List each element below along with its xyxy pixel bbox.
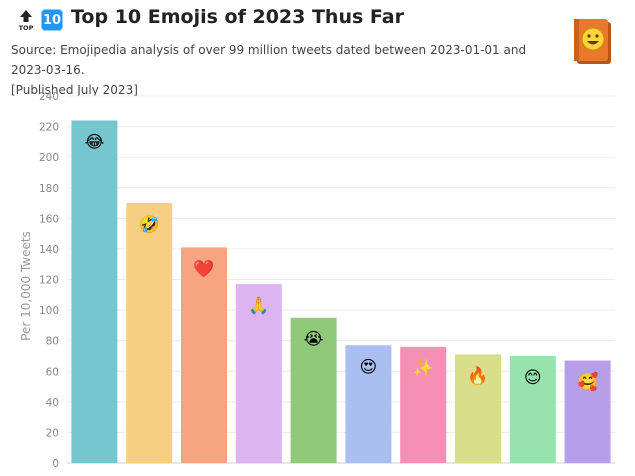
- bar-emoji-label: 🔥: [467, 365, 488, 386]
- y-tick-label: 240: [39, 91, 59, 103]
- bar: [509, 355, 556, 463]
- chart-header: TOP 10 Top 10 Emojis of 2023 Thus Far So…: [0, 0, 635, 97]
- svg-text:TOP: TOP: [19, 24, 34, 31]
- bars: [71, 120, 611, 463]
- y-tick-label: 20: [46, 427, 59, 439]
- y-tick-label: 120: [39, 275, 59, 287]
- bar-emoji-label: ✨: [413, 359, 434, 379]
- y-tick-label: 0: [52, 458, 59, 470]
- y-tick-label: 220: [39, 122, 59, 134]
- emojipedia-book-icon: [574, 19, 611, 64]
- bar: [235, 284, 282, 463]
- chart-subtitle: Source: Emojipedia analysis of over 99 m…: [11, 40, 551, 100]
- y-axis-ticks: 0 20 40 60 80 100 120 140 160 180 200 220 240: [39, 91, 59, 470]
- subtitle-source: Source: Emojipedia analysis of over 99 m…: [11, 43, 527, 77]
- y-tick-label: 140: [39, 244, 59, 256]
- bar-emoji-label: 😂: [84, 132, 104, 152]
- bar: [71, 120, 118, 463]
- y-tick-label: 100: [39, 305, 59, 317]
- bar-emoji-label: 🙏: [248, 296, 269, 316]
- y-tick-label: 80: [46, 336, 59, 348]
- y-tick-label: 180: [39, 183, 59, 195]
- y-axis-title: Per 10,000 Tweets: [19, 231, 33, 341]
- bar-emoji-label: 😭: [304, 330, 324, 350]
- y-tick-label: 200: [39, 152, 59, 164]
- bar-emoji-label: 😊: [524, 368, 542, 388]
- bar: [290, 317, 337, 463]
- bar-emoji-label: 😍: [360, 357, 378, 377]
- bar-emoji-label: 🤣: [138, 214, 160, 235]
- y-tick-label: 160: [39, 213, 59, 225]
- bar-chart: 0 20 40 60 80 100 120 140 160 180 200 220 240 😂 🤣 ❤️ 🙏 😭…: [19, 91, 615, 470]
- bar-emoji-label: 🥰: [577, 372, 598, 393]
- bar: [345, 345, 392, 463]
- bar: [400, 346, 447, 463]
- chart-title: Top 10 Emojis of 2023 Thus Far: [71, 6, 404, 28]
- bar-emoji-labels: 😂 🤣 ❤️ 🙏 😭 😍 ✨ 🔥 😊 🥰: [84, 132, 598, 392]
- subtitle-published: [Published July 2023]: [11, 83, 138, 97]
- number-ten-badge: 10: [41, 9, 63, 31]
- bar: [181, 247, 227, 463]
- bar: [126, 203, 173, 463]
- bar: [564, 360, 611, 463]
- bar: [455, 354, 501, 463]
- y-tick-label: 40: [46, 397, 59, 409]
- top-arrow-icon: TOP: [19, 10, 34, 31]
- y-tick-label: 60: [46, 366, 59, 378]
- bar-emoji-label: ❤️: [193, 259, 215, 279]
